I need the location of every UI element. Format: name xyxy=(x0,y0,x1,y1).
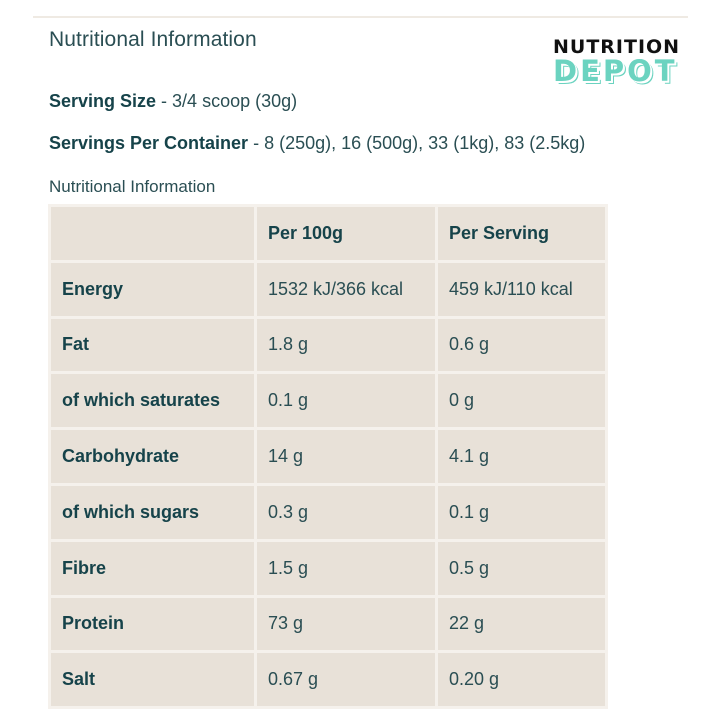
table-row: of which saturates 0.1 g 0 g xyxy=(48,371,609,431)
serving-size-value: - 3/4 scoop (30g) xyxy=(156,91,298,111)
nutrient-name: Protein xyxy=(48,594,257,654)
table-caption: Nutritional Information xyxy=(49,177,216,196)
table-header-row: Per 100g Per Serving xyxy=(48,204,609,263)
value-per-serving: 4.1 g xyxy=(434,427,609,486)
nutrient-name: of which sugars xyxy=(48,482,257,542)
serving-size: Serving Size - 3/4 scoop (30g) xyxy=(49,91,297,112)
value-per-100g: 0.1 g xyxy=(253,371,438,431)
value-per-serving: 0.6 g xyxy=(434,315,609,375)
table-row: Salt 0.67 g 0.20 g xyxy=(48,650,609,710)
value-per-serving: 0.20 g xyxy=(434,650,609,710)
servings-per-container: Servings Per Container - 8 (250g), 16 (5… xyxy=(49,133,585,154)
value-per-100g: 1532 kJ/366 kcal xyxy=(253,259,438,319)
value-per-100g: 14 g xyxy=(253,427,438,486)
header-cell-nutrient xyxy=(48,204,257,263)
value-per-100g: 73 g xyxy=(253,594,438,654)
servings-per-container-value: - 8 (250g), 16 (500g), 33 (1kg), 83 (2.5… xyxy=(248,133,586,153)
logo-line-1: NUTRITION xyxy=(553,36,681,58)
value-per-100g: 1.8 g xyxy=(253,315,438,375)
value-per-serving: 22 g xyxy=(434,594,609,654)
header-cell-per-100g: Per 100g xyxy=(253,204,438,263)
value-per-100g: 0.3 g xyxy=(253,482,438,542)
nutrient-name: Carbohydrate xyxy=(48,427,257,486)
value-per-serving: 0 g xyxy=(434,371,609,431)
table-row: of which sugars 0.3 g 0.1 g xyxy=(48,482,609,542)
table-row: Fat 1.8 g 0.6 g xyxy=(48,315,609,375)
table-row: Energy 1532 kJ/366 kcal 459 kJ/110 kcal xyxy=(48,259,609,319)
nutrient-name: Fibre xyxy=(48,538,257,598)
brand-logo: NUTRITION DEPOT xyxy=(553,36,688,92)
section-title: Nutritional Information xyxy=(49,28,257,51)
top-divider xyxy=(33,16,688,18)
value-per-serving: 0.5 g xyxy=(434,538,609,598)
value-per-serving: 459 kJ/110 kcal xyxy=(434,259,609,319)
value-per-100g: 0.67 g xyxy=(253,650,438,710)
header-cell-per-serving: Per Serving xyxy=(434,204,609,263)
nutrient-name: of which saturates xyxy=(48,371,257,431)
nutrient-name: Energy xyxy=(48,259,257,319)
table-row: Fibre 1.5 g 0.5 g xyxy=(48,538,609,598)
logo-line-2: DEPOT xyxy=(553,54,678,88)
nutrition-table: Per 100g Per Serving Energy 1532 kJ/366 … xyxy=(48,204,609,710)
value-per-100g: 1.5 g xyxy=(253,538,438,598)
nutrient-name: Salt xyxy=(48,650,257,710)
table-row: Carbohydrate 14 g 4.1 g xyxy=(48,427,609,486)
nutrient-name: Fat xyxy=(48,315,257,375)
servings-per-container-label: Servings Per Container xyxy=(49,133,249,153)
serving-size-label: Serving Size xyxy=(49,91,157,111)
table-row: Protein 73 g 22 g xyxy=(48,594,609,654)
value-per-serving: 0.1 g xyxy=(434,482,609,542)
